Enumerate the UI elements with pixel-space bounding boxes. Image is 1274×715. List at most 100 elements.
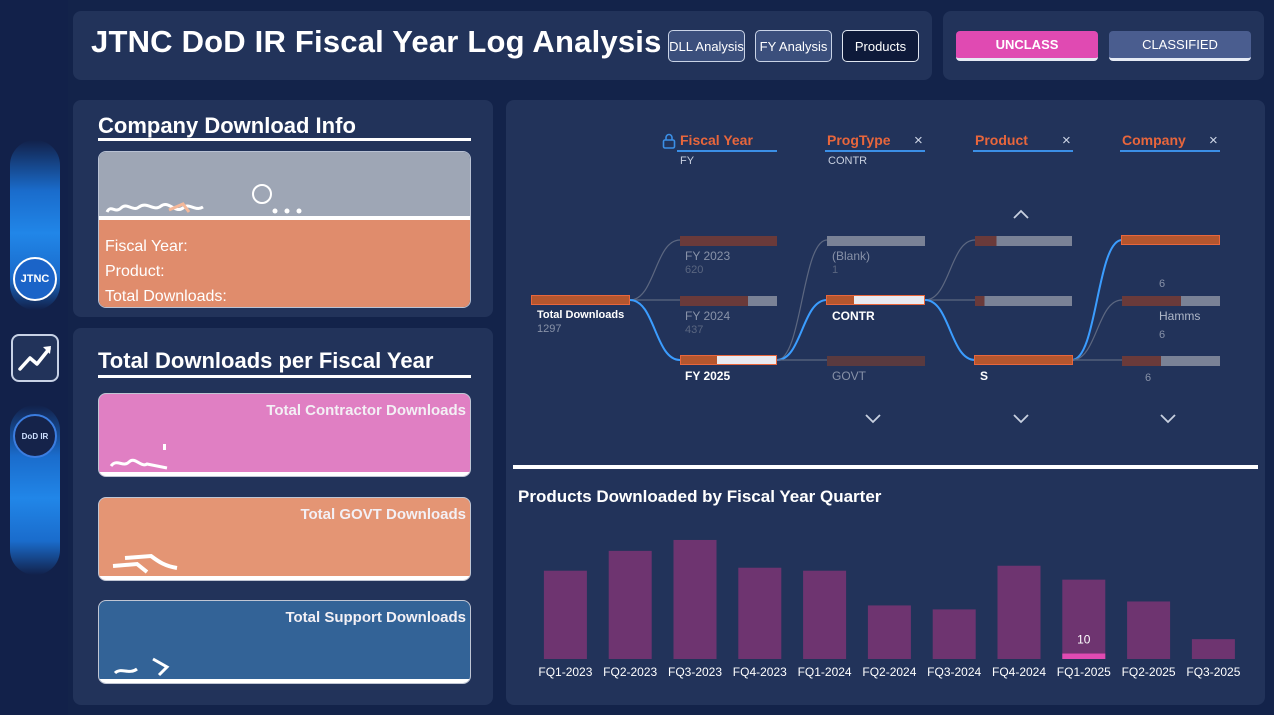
progtype-node-bar[interactable] xyxy=(827,236,925,246)
progtype-node-label: (Blank) xyxy=(832,249,871,263)
product-node-bar-selected[interactable] xyxy=(974,355,1073,365)
company-node-bar[interactable] xyxy=(1122,356,1220,366)
fiscal-year-level-header[interactable]: Fiscal Year xyxy=(680,132,753,148)
product-line: Product: xyxy=(105,259,464,284)
company-info-details: Fiscal Year: Product: Total Downloads: xyxy=(99,220,470,307)
page-title: JTNC DoD IR Fiscal Year Log Analysis xyxy=(91,24,662,59)
fiscal-year-header-underline xyxy=(677,150,777,152)
x-tick-label: FQ3-2024 xyxy=(927,665,981,679)
fy-node-label: FY 2024 xyxy=(685,309,731,323)
company-info-underline xyxy=(98,138,471,141)
fy-totals-title: Total Downloads per Fiscal Year xyxy=(98,348,434,373)
company-info-title: Company Download Info xyxy=(98,113,356,138)
company-node-value: 6 xyxy=(1159,278,1166,290)
progtype-node-label-selected: CONTR xyxy=(832,309,875,323)
company-node-label: Hamms xyxy=(1159,309,1201,323)
x-tick-label: FQ1-2023 xyxy=(538,665,592,679)
fy-totals-underline xyxy=(98,375,471,378)
trend-analysis-button[interactable] xyxy=(11,334,59,382)
root-node-value: 1297 xyxy=(537,323,562,335)
trending-up-icon xyxy=(18,346,51,371)
scroll-down-chevron-icon[interactable] xyxy=(864,413,882,425)
x-tick-label: FQ1-2024 xyxy=(798,665,852,679)
bar-fq2-2025[interactable] xyxy=(1127,601,1171,659)
bar-fq1-2024[interactable] xyxy=(803,570,847,659)
dod-ir-seal-button[interactable]: DoD IR xyxy=(13,414,57,458)
bar-fq4-2023[interactable] xyxy=(738,567,782,659)
bar-fq3-2023[interactable] xyxy=(673,539,717,659)
x-tick-label: FQ2-2023 xyxy=(603,665,657,679)
product-header-underline xyxy=(973,150,1073,152)
x-tick-label: FQ3-2023 xyxy=(668,665,722,679)
product-node-bar[interactable] xyxy=(975,236,1072,246)
progtype-node-bar[interactable] xyxy=(827,356,925,366)
progtype-header-underline xyxy=(825,150,925,152)
fy-node-label: FY 2023 xyxy=(685,249,731,263)
company-info-card: Fiscal Year: Product: Total Downloads: xyxy=(98,151,471,308)
bar-fq2-2024[interactable] xyxy=(867,605,911,659)
product-level-header[interactable]: Product xyxy=(975,132,1028,148)
product-remove-icon[interactable]: × xyxy=(1062,132,1071,149)
bar-fq4-2024[interactable] xyxy=(997,565,1041,659)
company-node-value: 6 xyxy=(1159,329,1166,341)
bar-fq3-2024[interactable] xyxy=(932,609,976,659)
dod-ir-seal-icon: DoD IR xyxy=(21,431,49,441)
redacted-text-artifact-icon xyxy=(105,184,302,214)
classified-button[interactable]: CLASSIFIED xyxy=(1109,31,1251,61)
progtype-node-label: GOVT xyxy=(832,369,867,383)
scroll-down-chevron-icon[interactable] xyxy=(1012,413,1030,425)
company-level-header[interactable]: Company xyxy=(1122,132,1186,148)
govt-downloads-card: Total GOVT Downloads xyxy=(98,497,471,581)
company-node-bar[interactable] xyxy=(1122,296,1220,306)
fy-node-bar-selected[interactable] xyxy=(680,355,777,365)
nav-rail: JTNC DoD IR xyxy=(0,0,68,715)
x-tick-label: FQ4-2024 xyxy=(992,665,1046,679)
fy-node-value: 437 xyxy=(685,324,704,336)
contractor-downloads-label: Total Contractor Downloads xyxy=(266,402,466,419)
govt-card-underline xyxy=(99,576,470,580)
root-node-bar[interactable] xyxy=(531,295,630,305)
x-tick-label: FQ1-2025 xyxy=(1057,665,1111,679)
contractor-downloads-card: Total Contractor Downloads xyxy=(98,393,471,477)
company-info-image-area xyxy=(99,152,470,216)
progtype-remove-icon[interactable]: × xyxy=(914,132,923,149)
contractor-card-underline xyxy=(99,472,470,476)
product-node-label-selected: S xyxy=(980,369,989,383)
fy-node-bar[interactable] xyxy=(680,296,777,306)
product-node-bar[interactable] xyxy=(975,296,1072,306)
bar-fq2-2023[interactable] xyxy=(608,550,652,659)
bar-fq1-2023[interactable] xyxy=(543,570,587,659)
quarterly-downloads-chart: FQ1-2023 FQ2-2023 FQ3-2023 FQ4-2023 FQ1-2024… xyxy=(538,539,1241,679)
company-remove-icon[interactable]: × xyxy=(1209,132,1218,149)
support-card-underline xyxy=(99,679,470,683)
fy-node-label-selected: FY 2025 xyxy=(685,369,731,383)
support-downloads-card: Total Support Downloads xyxy=(98,600,471,684)
company-node-bar-selected[interactable] xyxy=(1121,235,1220,245)
company-node-value: 6 xyxy=(1145,372,1152,384)
scroll-down-chevron-icon[interactable] xyxy=(1159,413,1177,425)
progtype-level-header[interactable]: ProgType xyxy=(827,132,891,148)
fiscal-year-label: Fiscal Year: xyxy=(105,238,188,255)
progtype-node-value: 1 xyxy=(832,264,839,276)
products-button[interactable]: Products xyxy=(842,30,919,62)
product-label: Product: xyxy=(105,263,165,280)
company-header-underline xyxy=(1120,150,1220,152)
bar-fq1-2025[interactable] xyxy=(1062,579,1106,659)
unclass-button[interactable]: UNCLASS xyxy=(956,31,1098,61)
jtnc-home-button[interactable]: JTNC xyxy=(13,257,57,301)
fy-analysis-button[interactable]: FY Analysis xyxy=(755,30,832,62)
bar-fq3-2025[interactable] xyxy=(1191,639,1235,659)
scroll-up-chevron-icon[interactable] xyxy=(1012,208,1030,220)
redacted-value-artifact-icon xyxy=(113,657,170,677)
x-tick-label: FQ3-2025 xyxy=(1186,665,1240,679)
dll-analysis-button[interactable]: DLL Analysis xyxy=(668,30,745,62)
govt-downloads-label: Total GOVT Downloads xyxy=(300,506,466,523)
fy-node-bar[interactable] xyxy=(680,236,777,246)
x-tick-label: FQ4-2023 xyxy=(733,665,787,679)
chart-title: Products Downloaded by Fiscal Year Quart… xyxy=(518,487,882,506)
total-downloads-label: Total Downloads: xyxy=(105,288,227,305)
company-info-divider xyxy=(99,216,470,220)
progtype-node-bar-selected[interactable] xyxy=(826,295,925,305)
highlight-bar-fq1-2025[interactable] xyxy=(1062,653,1106,659)
